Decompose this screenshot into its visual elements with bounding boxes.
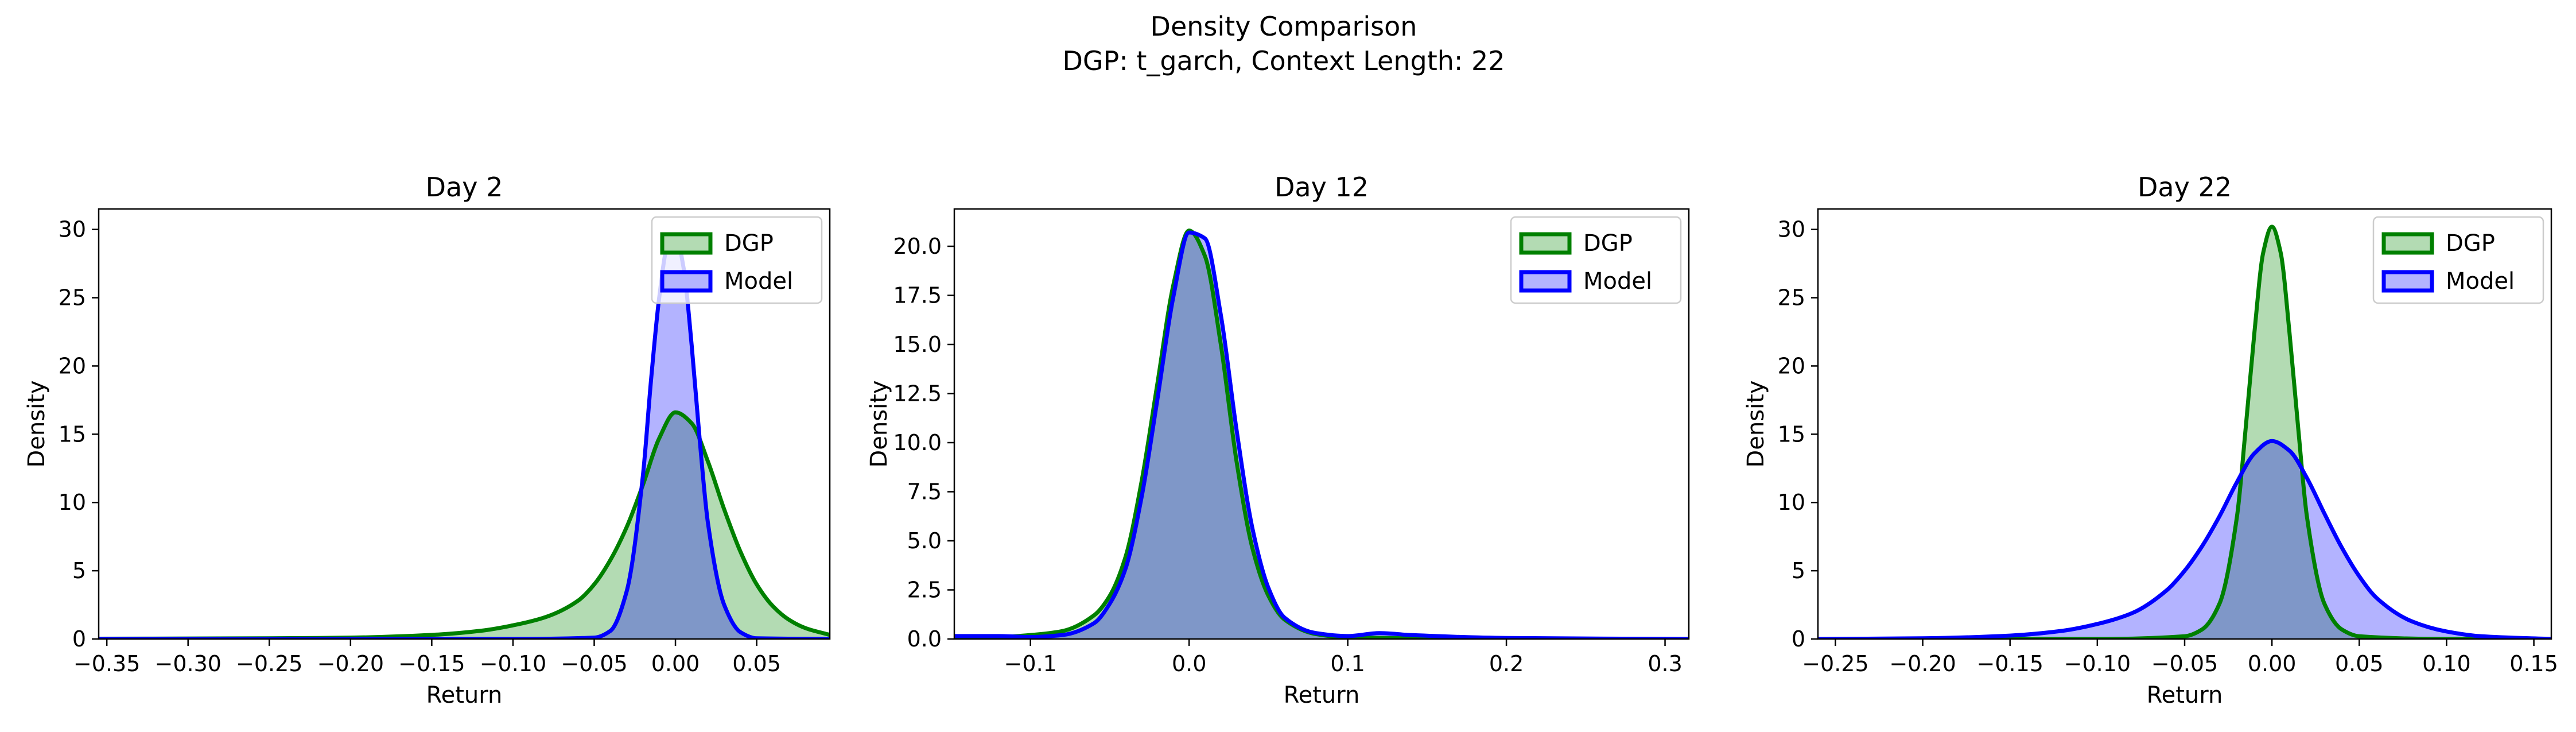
- y-tick-label: 5: [1792, 558, 1805, 583]
- x-tick-label: 0.10: [2422, 651, 2471, 676]
- legend: DGP Model: [2372, 216, 2544, 304]
- x-tick-label: −0.15: [1976, 651, 2043, 676]
- legend-swatch-model: [1519, 270, 1572, 293]
- model-density-line: [954, 230, 1689, 639]
- y-tick-label: 15.0: [893, 332, 942, 357]
- subplot-title: Day 12: [1275, 172, 1369, 203]
- x-tick-label: −0.05: [2151, 651, 2218, 676]
- y-tick-label: 20: [59, 353, 86, 378]
- y-tick-label: 15: [1778, 421, 1805, 447]
- y-axis-label: Density: [1743, 380, 1769, 467]
- axes-frame: [953, 208, 1690, 640]
- x-tick-label: 0.05: [732, 651, 781, 676]
- x-tick-label: 0.0: [1172, 651, 1206, 676]
- x-axis-label: Return: [426, 682, 503, 708]
- y-tick-label: 20.0: [893, 234, 942, 259]
- y-tick-label: 30: [59, 217, 86, 242]
- legend-swatch-model: [2381, 270, 2434, 293]
- legend-label-dgp: DGP: [2446, 230, 2495, 257]
- x-tick-label: 0.3: [1648, 651, 1682, 676]
- x-tick-label: −0.35: [73, 651, 140, 676]
- legend-label-model: Model: [724, 268, 793, 295]
- x-tick-label: −0.1: [1004, 651, 1057, 676]
- x-axis-label: Return: [1284, 682, 1360, 708]
- x-tick-label: −0.10: [2064, 651, 2131, 676]
- legend-label-dgp: DGP: [724, 230, 774, 257]
- x-tick-label: 0.05: [2335, 651, 2384, 676]
- plot-area: [1818, 224, 2551, 639]
- y-tick-label: 0.0: [907, 626, 942, 652]
- overlap-density-fill: [99, 412, 830, 639]
- x-tick-label: −0.10: [480, 651, 546, 676]
- subplot-title: Day 2: [426, 172, 503, 203]
- x-tick-label: 0.2: [1489, 651, 1524, 676]
- y-tick-label: 25: [1778, 285, 1805, 311]
- subplot-2: −0.1 0.0 0.1 0.2 0.3 0.0 2.5 5.0 7.5 10.0 12.5 15.0…: [866, 172, 1690, 708]
- y-tick-label: 5.0: [907, 528, 942, 553]
- y-tick-label: 7.5: [907, 479, 942, 504]
- legend-swatch-model: [660, 270, 713, 293]
- overlap-density-fill: [954, 233, 1689, 639]
- figure-suptitle-line2: DGP: t_garch, Context Length: 22: [1062, 45, 1505, 76]
- axes-frame: [98, 208, 831, 640]
- x-tick-label: 0.15: [2509, 651, 2558, 676]
- legend: DGP Model: [651, 216, 823, 304]
- y-tick-label: 12.5: [893, 381, 942, 406]
- legend-label-model: Model: [2446, 268, 2515, 295]
- x-tick-label: −0.25: [236, 651, 302, 676]
- dgp-density-line: [1818, 224, 2551, 639]
- legend-label-model: Model: [1583, 268, 1652, 295]
- x-tick-label: −0.25: [1802, 651, 1868, 676]
- subplot-3: −0.25 −0.20 −0.15 −0.10 −0.05 0.00 0.05 0.10 0.1…: [1743, 172, 2558, 708]
- x-axis-label: Return: [2147, 682, 2223, 708]
- x-tick-label: −0.15: [398, 651, 465, 676]
- y-tick-label: 10: [1778, 490, 1805, 515]
- legend-swatch-dgp: [2381, 232, 2434, 255]
- y-tick-label: 15: [59, 421, 86, 447]
- y-tick-label: 25: [59, 285, 86, 311]
- dgp-density-line: [99, 410, 830, 639]
- y-tick-label: 20: [1778, 353, 1805, 378]
- legend: DGP Model: [1510, 216, 1682, 304]
- model-density-fill: [1818, 441, 2551, 639]
- legend-swatch-dgp: [660, 232, 713, 255]
- x-tick-label: −0.20: [317, 651, 384, 676]
- y-tick-label: 17.5: [893, 282, 942, 308]
- y-tick-label: 30: [1778, 217, 1805, 242]
- figure-suptitle-line1: Density Comparison: [1151, 11, 1417, 42]
- y-axis-label: Density: [866, 380, 892, 467]
- y-tick-label: 10: [59, 490, 86, 515]
- x-tick-label: −0.20: [1889, 651, 1956, 676]
- y-tick-label: 5: [72, 558, 86, 583]
- y-tick-label: 0: [72, 626, 86, 652]
- subplot-1: −0.35 −0.30 −0.25 −0.20 −0.15 −0.10 −0.05 0.00 0…: [24, 172, 831, 708]
- y-tick-label: 0: [1792, 626, 1805, 652]
- subplots: −0.35 −0.30 −0.25 −0.20 −0.15 −0.10 −0.05 0.00 0…: [24, 172, 2558, 708]
- x-tick-label: −0.30: [154, 651, 221, 676]
- plot-area: [954, 228, 1689, 639]
- legend-swatch-dgp: [1519, 232, 1572, 255]
- model-density-line: [1818, 439, 2551, 639]
- y-axis-label: Density: [24, 380, 50, 467]
- y-tick-label: 2.5: [907, 577, 942, 602]
- x-tick-label: 0.00: [2248, 651, 2297, 676]
- subplot-title: Day 22: [2138, 172, 2232, 203]
- x-tick-label: 0.00: [651, 651, 700, 676]
- legend-label-dgp: DGP: [1583, 230, 1633, 257]
- x-tick-label: −0.05: [561, 651, 627, 676]
- x-tick-label: 0.1: [1330, 651, 1365, 676]
- y-tick-label: 10.0: [893, 430, 942, 455]
